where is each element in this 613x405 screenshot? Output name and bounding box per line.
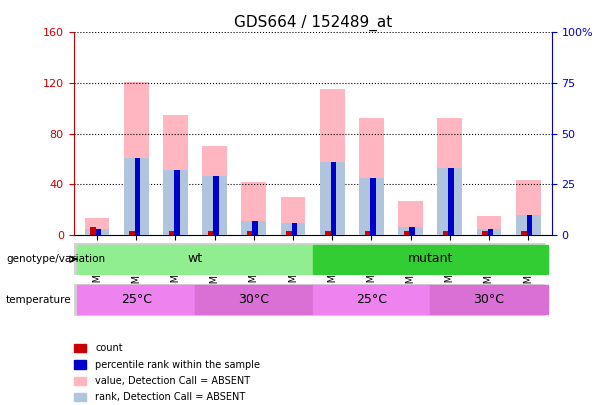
- Bar: [242, 221, 266, 235]
- Text: percentile rank within the sample: percentile rank within the sample: [95, 360, 260, 369]
- Bar: [430, 285, 548, 314]
- Bar: [482, 231, 487, 235]
- Bar: [320, 90, 345, 235]
- Text: 25°C: 25°C: [121, 292, 152, 305]
- Bar: [202, 176, 227, 235]
- Bar: [163, 170, 188, 235]
- Text: 30°C: 30°C: [473, 292, 504, 305]
- Text: mutant: mutant: [408, 252, 453, 265]
- Bar: [242, 182, 266, 235]
- Bar: [281, 197, 305, 235]
- Bar: [521, 231, 527, 235]
- Bar: [320, 162, 345, 235]
- Bar: [213, 176, 219, 235]
- Text: genotype/variation: genotype/variation: [6, 254, 105, 264]
- Bar: [516, 181, 541, 235]
- Bar: [202, 146, 227, 235]
- Bar: [96, 229, 101, 235]
- Bar: [124, 158, 148, 235]
- Bar: [174, 170, 180, 235]
- Bar: [527, 215, 532, 235]
- Bar: [365, 231, 370, 235]
- Bar: [313, 285, 430, 314]
- Bar: [359, 118, 384, 235]
- Bar: [398, 227, 423, 235]
- Bar: [85, 218, 110, 235]
- Bar: [163, 115, 188, 235]
- Text: value, Detection Call = ABSENT: value, Detection Call = ABSENT: [95, 376, 250, 386]
- Text: 30°C: 30°C: [238, 292, 269, 305]
- Bar: [195, 285, 313, 314]
- Bar: [124, 82, 148, 235]
- Bar: [477, 216, 501, 235]
- Bar: [247, 231, 253, 235]
- Bar: [331, 162, 337, 235]
- Bar: [404, 231, 409, 235]
- Bar: [286, 231, 292, 235]
- Bar: [516, 215, 541, 235]
- Bar: [487, 229, 493, 235]
- Bar: [359, 178, 384, 235]
- Bar: [253, 221, 258, 235]
- Bar: [370, 178, 376, 235]
- Bar: [90, 227, 96, 235]
- Text: temperature: temperature: [6, 295, 72, 305]
- Bar: [135, 158, 140, 235]
- Text: wt: wt: [188, 252, 203, 265]
- Bar: [443, 231, 449, 235]
- Bar: [313, 245, 548, 274]
- Bar: [409, 227, 415, 235]
- Bar: [438, 168, 462, 235]
- Bar: [169, 231, 174, 235]
- Bar: [85, 229, 110, 235]
- Text: 25°C: 25°C: [356, 292, 387, 305]
- Bar: [292, 223, 297, 235]
- Bar: [129, 231, 135, 235]
- Text: rank, Detection Call = ABSENT: rank, Detection Call = ABSENT: [95, 392, 245, 402]
- Bar: [77, 245, 313, 274]
- Bar: [449, 168, 454, 235]
- Text: count: count: [95, 343, 123, 353]
- Bar: [398, 201, 423, 235]
- Bar: [281, 223, 305, 235]
- Bar: [477, 229, 501, 235]
- Bar: [208, 231, 213, 235]
- Bar: [326, 231, 331, 235]
- Bar: [77, 285, 195, 314]
- Bar: [438, 118, 462, 235]
- Title: GDS664 / 152489_at: GDS664 / 152489_at: [234, 15, 392, 31]
